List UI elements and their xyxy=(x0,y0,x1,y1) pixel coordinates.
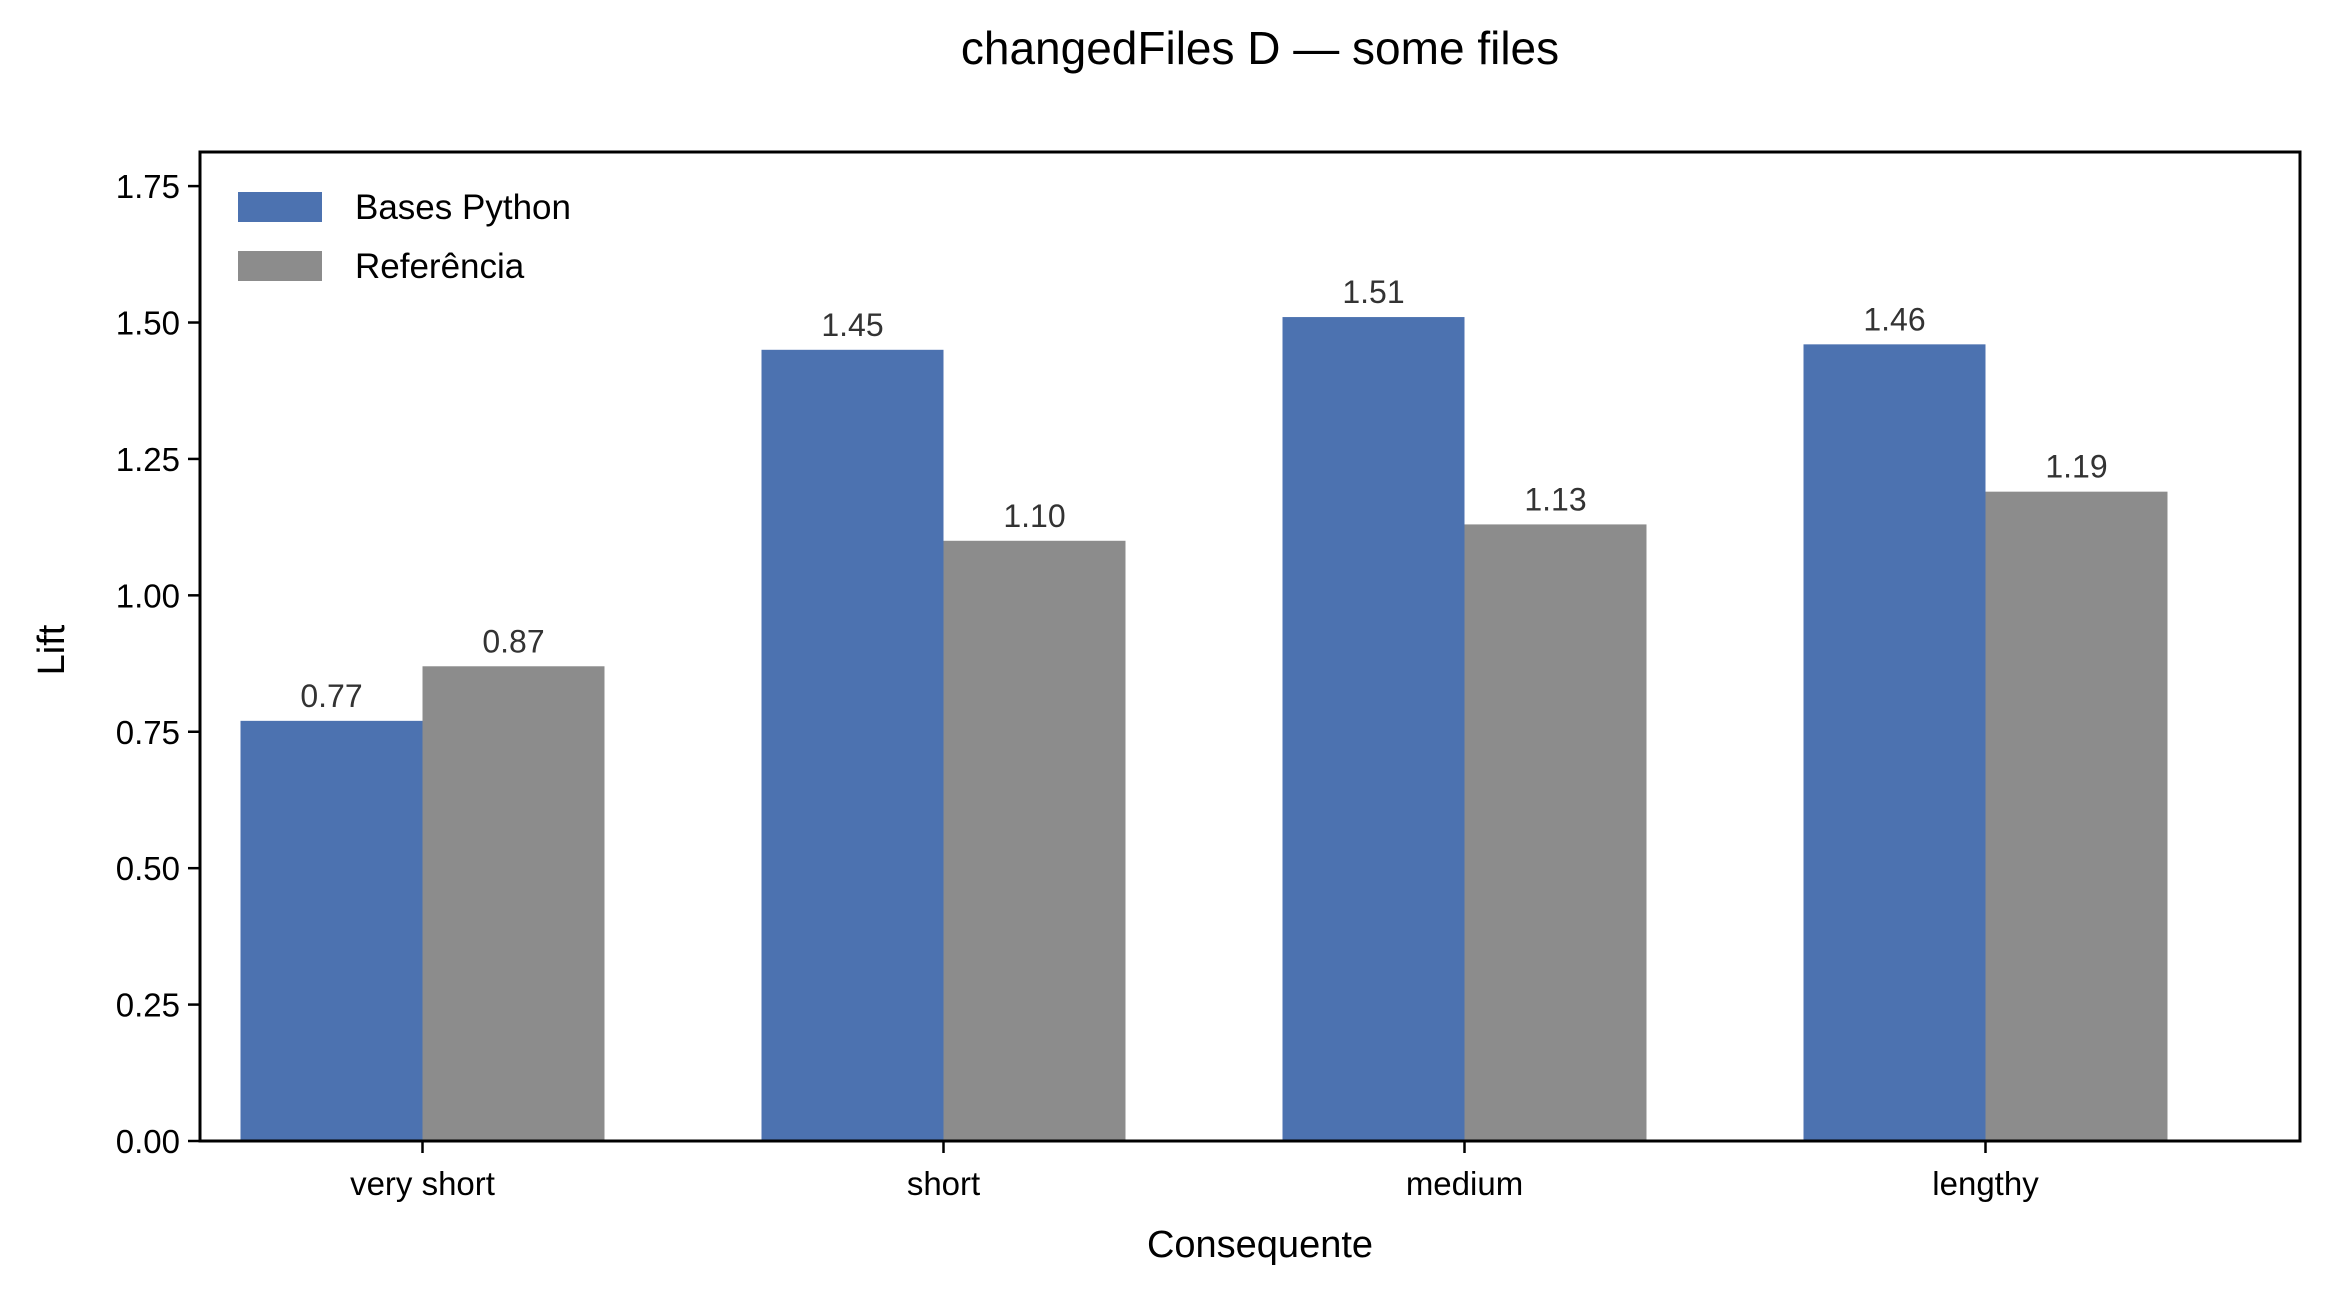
bar-value-label: 1.10 xyxy=(1003,498,1065,534)
bar-value-label: 1.45 xyxy=(821,307,883,343)
x-axis-title: Consequente xyxy=(1147,1224,1373,1266)
x-tick-label: medium xyxy=(1406,1165,1523,1202)
legend-swatch xyxy=(238,192,322,222)
bar xyxy=(422,666,605,1141)
bar-value-label: 0.87 xyxy=(482,623,544,659)
bar-value-label: 1.13 xyxy=(1524,481,1586,517)
y-tick-label: 1.50 xyxy=(116,305,180,342)
bar xyxy=(1803,344,1986,1141)
plot-area: 0.77 1.45 1.51 1.46 0.87 1.10 1.13 1.19 xyxy=(240,274,2168,1142)
legend-label: Referência xyxy=(355,247,525,286)
bar-value-label: 1.46 xyxy=(1863,301,1925,337)
x-tick-label: lengthy xyxy=(1932,1165,2039,1202)
x-tick-label: very short xyxy=(350,1165,495,1202)
legend: Bases Python Referência xyxy=(238,188,571,286)
bar-value-label: 0.77 xyxy=(300,678,362,714)
y-tick-label: 1.75 xyxy=(116,168,180,205)
y-tick-label: 0.00 xyxy=(116,1123,180,1160)
y-tick-label: 0.75 xyxy=(116,714,180,751)
legend-label: Bases Python xyxy=(355,188,571,227)
x-tick-label: short xyxy=(907,1165,980,1202)
legend-swatch xyxy=(238,251,322,281)
bar xyxy=(761,349,944,1141)
y-axis-title: Lift xyxy=(31,624,73,675)
bar xyxy=(943,540,1126,1141)
y-tick-label: 0.25 xyxy=(116,987,180,1024)
chart-title: changedFiles D — some files xyxy=(961,22,1559,74)
y-tick-label: 1.00 xyxy=(116,577,180,614)
bar xyxy=(1282,317,1465,1142)
bar-value-label: 1.51 xyxy=(1342,274,1404,310)
y-tick-label: 1.25 xyxy=(116,441,180,478)
bar-value-label: 1.19 xyxy=(2045,449,2107,485)
bar xyxy=(1464,524,1647,1141)
plot-frame xyxy=(198,150,2302,1143)
bar xyxy=(240,720,423,1141)
y-tick-label: 0.50 xyxy=(116,850,180,887)
bar xyxy=(1985,491,2168,1141)
